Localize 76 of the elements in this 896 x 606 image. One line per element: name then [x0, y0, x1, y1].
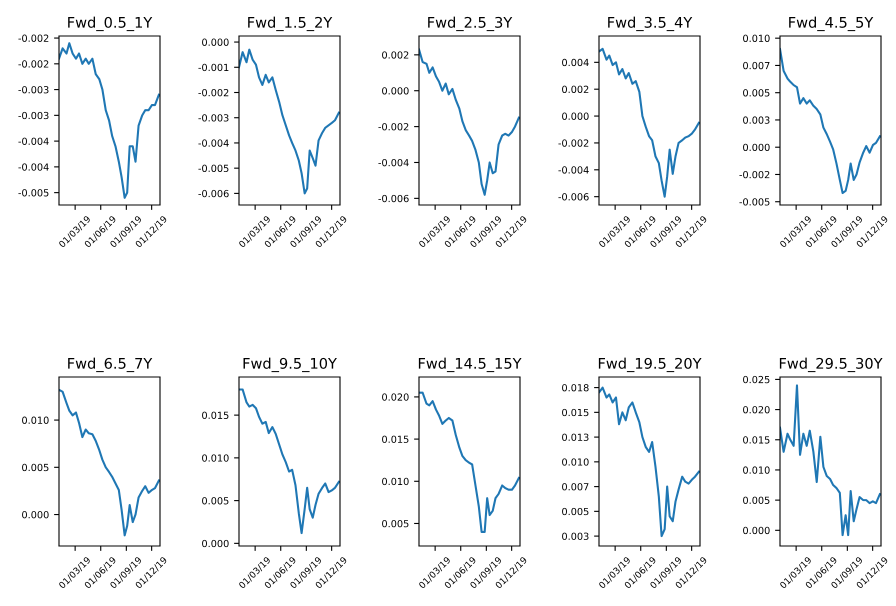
line-series	[599, 386, 700, 538]
y-tick-label: 0.004	[562, 58, 589, 66]
y-tick-label: 0.018	[562, 384, 589, 392]
y-tick-label: 0.000	[202, 540, 229, 548]
y-tick-label: 0.000	[743, 144, 770, 152]
y-tick-label: -0.002	[378, 123, 408, 130]
y-tick-label: 0.020	[743, 406, 770, 414]
y-tick-label: 0.015	[382, 436, 408, 443]
y-tick-label: 0.007	[562, 483, 588, 490]
y-tick-label: -0.002	[18, 34, 48, 42]
y-tick-label: -0.004	[378, 158, 409, 166]
y-tick-label: 0.002	[562, 86, 588, 94]
chart-title: Fwd_6.5_7Y	[68, 358, 152, 372]
chart-title: Fwd_4.5_5Y	[789, 16, 874, 32]
y-tick-label: 0.010	[202, 454, 229, 462]
y-tick-label: -0.006	[198, 190, 229, 198]
y-tick-label: -0.004	[198, 139, 229, 147]
y-tick-label: 0.003	[743, 116, 770, 124]
y-tick-label: -0.002	[739, 170, 770, 178]
y-tick-label: 0.005	[743, 89, 770, 97]
y-tick-label: -0.002	[558, 139, 588, 147]
y-tick-label: -0.006	[558, 193, 589, 201]
y-tick-label: 0.010	[382, 478, 409, 486]
y-tick-label: -0.004	[18, 138, 49, 145]
y-tick-label: 0.013	[562, 434, 588, 441]
y-tick-label: 0.000	[202, 38, 229, 46]
y-tick-label: -0.004	[18, 163, 49, 171]
line-series	[599, 48, 700, 198]
y-tick-label: 0.005	[22, 464, 48, 472]
y-tick-label: -0.006	[378, 194, 409, 202]
y-tick-label: 0.005	[743, 496, 770, 504]
y-tick-label: 0.010	[22, 416, 49, 424]
line-series	[59, 388, 160, 536]
y-tick-label: 0.000	[743, 526, 770, 534]
y-tick-label: -0.003	[198, 114, 228, 122]
y-tick-label: 0.005	[202, 497, 228, 504]
y-tick-label: 0.005	[382, 520, 408, 528]
y-tick-label: 0.003	[562, 532, 588, 540]
y-tick-label: 0.015	[743, 436, 770, 444]
line-series	[239, 48, 340, 194]
y-tick-label: -0.002	[198, 88, 228, 96]
y-tick-label: -0.002	[18, 60, 48, 68]
y-tick-label: 0.000	[562, 112, 589, 120]
line-series	[419, 48, 520, 196]
y-tick-label: 0.000	[382, 87, 409, 95]
y-tick-label: 0.015	[562, 408, 588, 416]
chart-title: Fwd_3.5_4Y	[608, 16, 692, 32]
y-tick-label: 0.015	[202, 412, 228, 419]
chart-title: Fwd_14.5_15Y	[418, 358, 522, 372]
y-tick-label: 0.025	[743, 376, 770, 384]
y-tick-label: 0.005	[562, 508, 588, 516]
chart-title: Fwd_9.5_10Y	[244, 358, 337, 372]
y-tick-label: 0.007	[743, 62, 770, 70]
y-tick-label: 0.010	[743, 34, 770, 42]
line-series	[780, 384, 881, 536]
chart-title: Fwd_2.5_3Y	[428, 16, 512, 32]
line-series	[59, 42, 160, 199]
chart-title: Fwd_0.5_1Y	[68, 16, 152, 32]
y-tick-label: 0.020	[382, 393, 409, 401]
y-tick-label: -0.005	[739, 198, 770, 206]
chart-title: Fwd_1.5_2Y	[248, 16, 332, 32]
y-tick-label: -0.005	[18, 189, 48, 196]
y-tick-label: -0.003	[18, 112, 48, 120]
line-series	[780, 48, 881, 194]
y-tick-label: -0.005	[198, 164, 228, 172]
line-series	[419, 392, 520, 533]
y-tick-label: -0.004	[558, 166, 589, 174]
y-tick-label: -0.003	[18, 86, 48, 94]
line-series	[239, 388, 340, 534]
y-tick-label: 0.000	[22, 511, 49, 518]
y-tick-label: 0.010	[743, 466, 770, 474]
y-tick-label: 0.010	[562, 458, 589, 466]
chart-title: Fwd_29.5_30Y	[780, 358, 883, 372]
y-tick-label: -0.001	[198, 64, 228, 72]
chart-title: Fwd_19.5_20Y	[598, 358, 702, 372]
y-tick-label: 0.002	[382, 51, 408, 59]
